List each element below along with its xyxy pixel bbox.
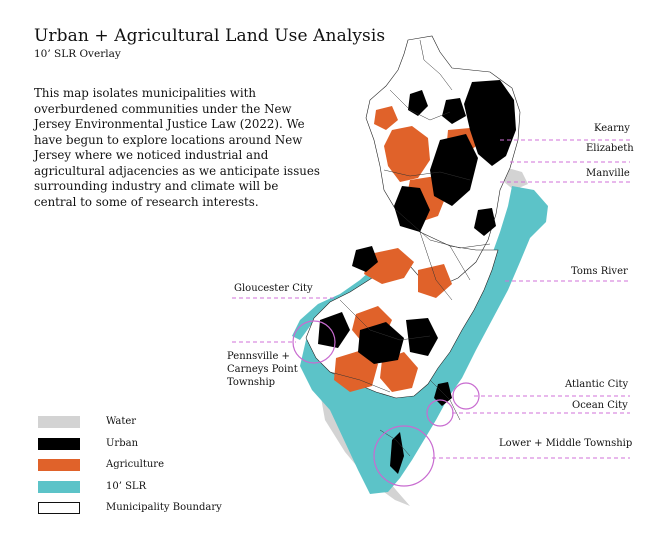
label-ocean-city: Ocean City: [572, 400, 628, 411]
label-pennsville-line2: Carneys Point: [227, 364, 298, 375]
highlight-atlantic-city: [452, 382, 480, 410]
legend-label-agriculture: Agriculture: [106, 459, 164, 470]
label-atlantic-city: Atlantic City: [565, 379, 629, 390]
label-pennsville-line3: Township: [227, 377, 276, 388]
label-kearny: Kearny: [594, 123, 630, 134]
legend-label-slr: 10’ SLR: [106, 480, 147, 492]
map-description: This map isolates municipalities with ov…: [34, 86, 320, 209]
legend-label-municipality-boundary: Municipality Boundary: [106, 502, 222, 513]
map-subtitle: 10’ SLR Overlay: [34, 48, 121, 60]
legend-swatch-slr: [38, 480, 80, 493]
water-area-raritan: [504, 168, 528, 190]
municipality-boundaries: [329, 39, 491, 457]
label-toms-river: Toms River: [571, 266, 628, 277]
highlight-pennsville: [292, 320, 336, 364]
legend-swatch-municipality-boundary: [38, 502, 80, 514]
legend-swatch-water: [38, 416, 80, 428]
label-manville: Manville: [586, 168, 630, 179]
legend-label-urban: Urban: [106, 437, 139, 449]
legend-label-water: Water: [106, 416, 137, 427]
leader-lines: [232, 139, 630, 459]
label-pennsville-line1: Pennsville +: [227, 351, 290, 362]
urban-areas: [318, 80, 516, 474]
label-elizabeth: Elizabeth: [586, 143, 634, 154]
label-lower-middle-township: Lower + Middle Township: [499, 438, 633, 449]
legend-swatch-agriculture: [38, 459, 80, 471]
highlight-lower-middle: [373, 425, 435, 487]
highlight-circles: [292, 320, 480, 487]
label-gloucester-city: Gloucester City: [234, 283, 313, 294]
map-title: Urban + Agricultural Land Use Analysis: [34, 26, 386, 46]
legend-swatch-urban: [38, 437, 80, 450]
